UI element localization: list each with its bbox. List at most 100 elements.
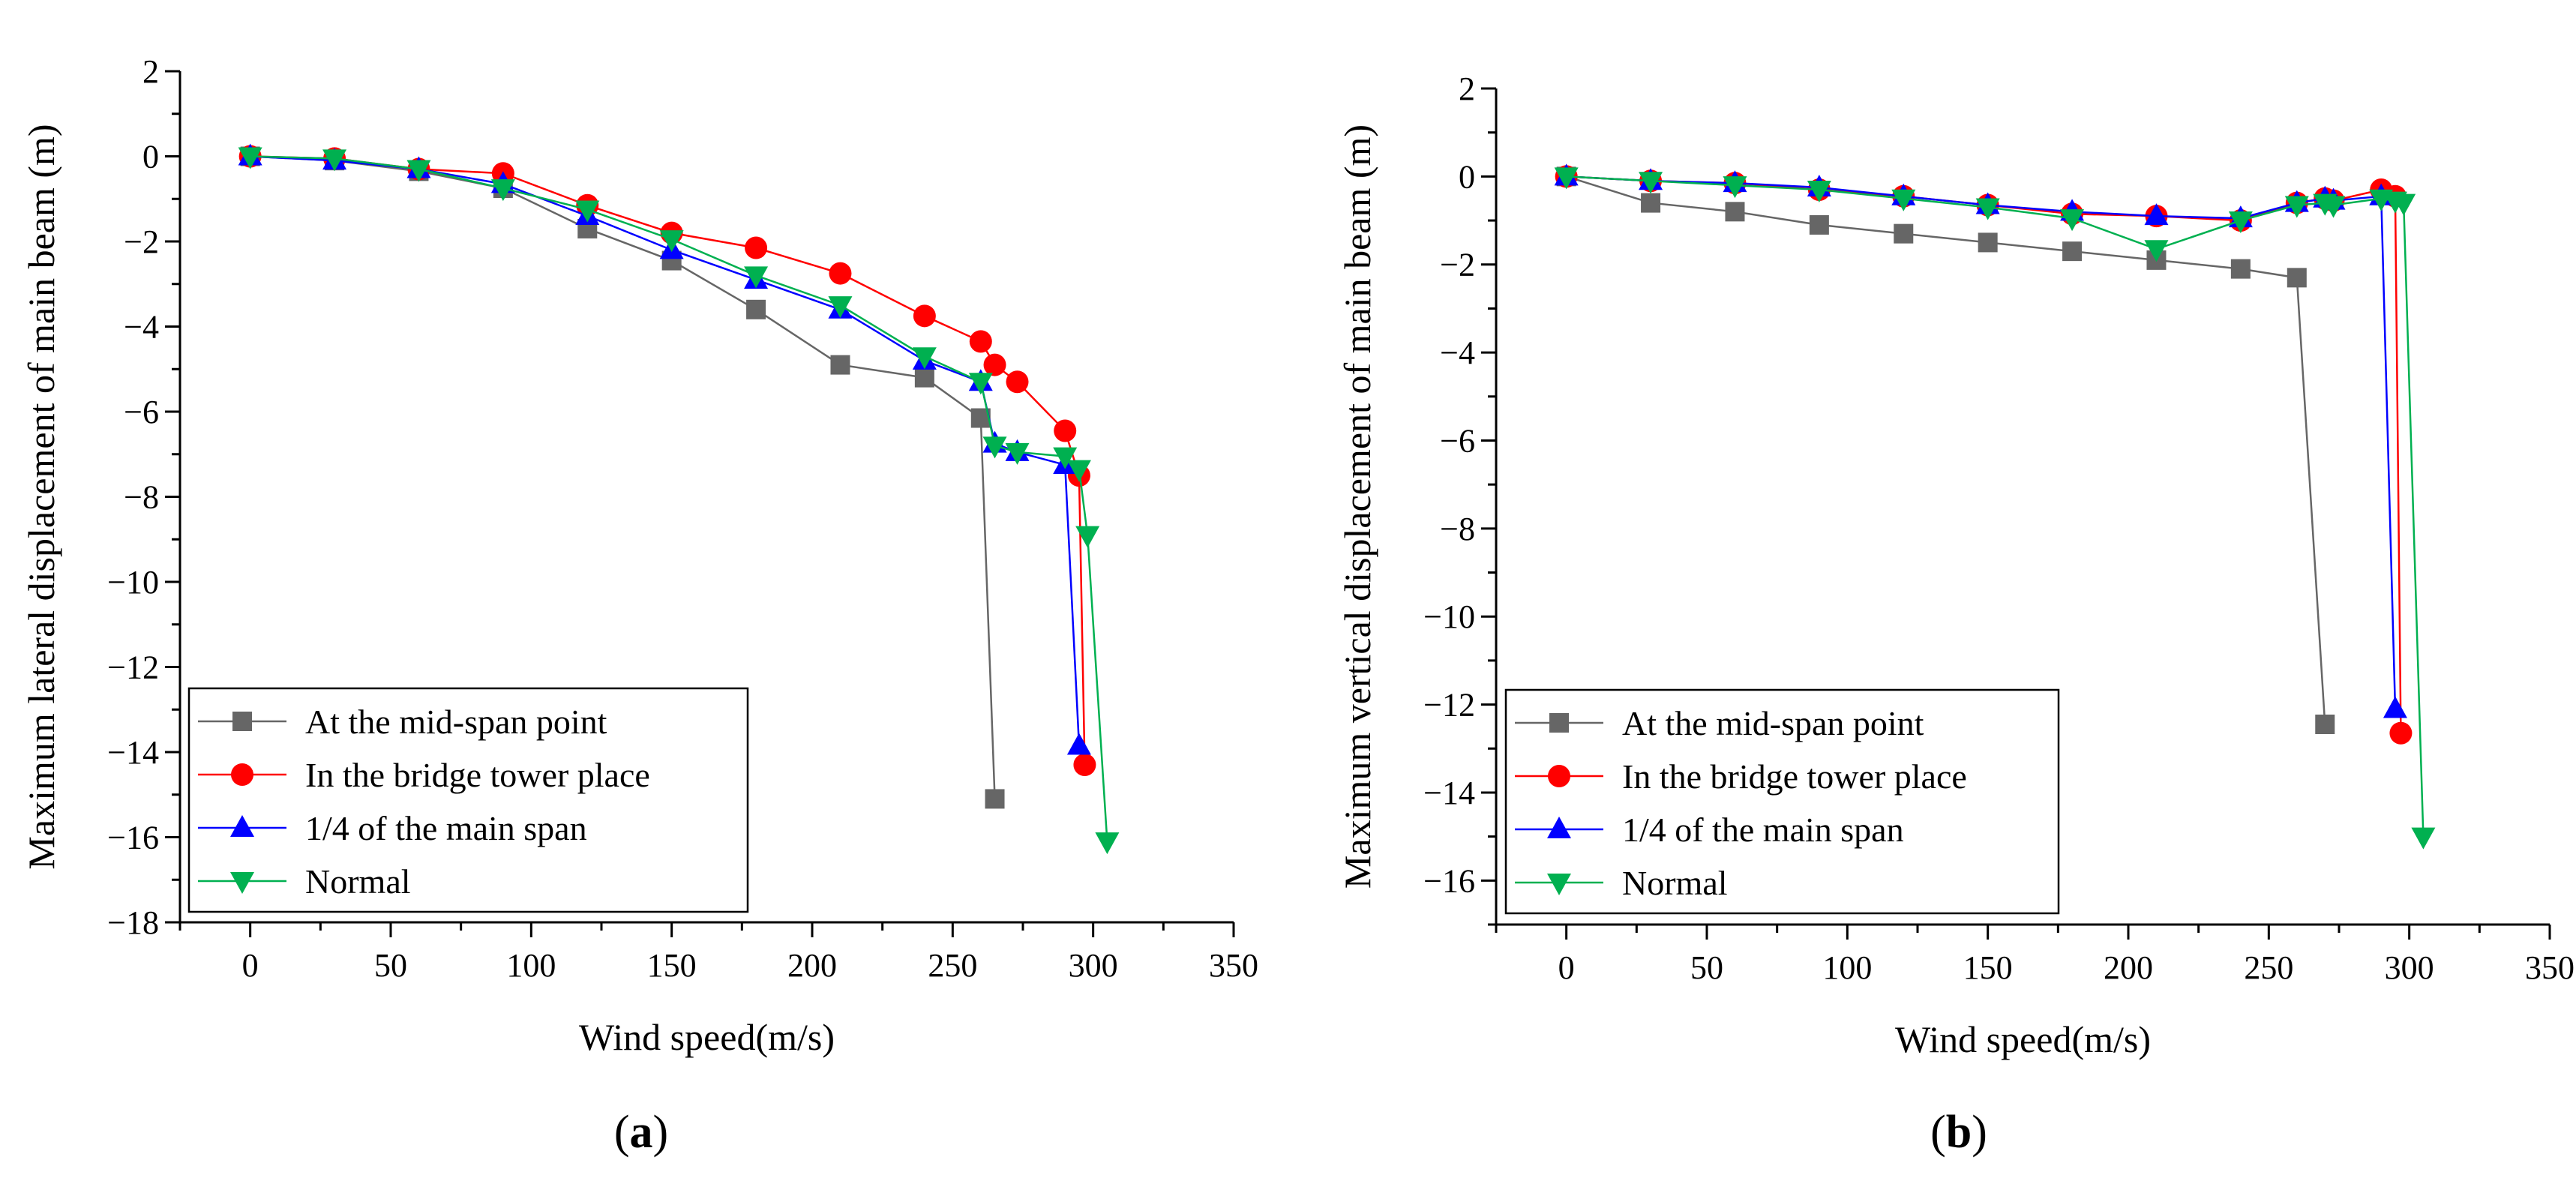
data-point [2389, 721, 2413, 745]
data-point [830, 355, 850, 375]
data-point [1641, 193, 1661, 213]
chart-panel-a: 0 50 100 150 200 250 300 350 −18 −16 −14 −12 −10 −8 −6… [20, 53, 1258, 1058]
data-point [2144, 240, 2169, 262]
x-tick-label: 300 [1069, 947, 1118, 984]
data-point [1066, 733, 1091, 755]
data-point [745, 236, 768, 259]
data-point [2060, 209, 2085, 232]
chart-panel-b: 0 50 100 150 200 250 300 350 −16 −14 −12 −10 −8 −6 −4 −… [1336, 70, 2575, 1060]
data-point [1725, 202, 1745, 222]
data-point [1075, 526, 1100, 548]
y-tick-label: −12 [1423, 687, 1475, 724]
y-tick-label: −4 [124, 309, 159, 346]
x-tick-label: 350 [2525, 949, 2575, 986]
y-tick-label: 0 [1459, 158, 1475, 195]
series-line [1566, 175, 2402, 733]
y-tick-label: −2 [1440, 247, 1475, 283]
legend-box [187, 687, 749, 913]
data-point [1639, 172, 1663, 194]
data-point [2287, 268, 2307, 288]
data-point [985, 789, 1005, 809]
x-tick-label: 150 [647, 947, 697, 984]
data-point [1894, 223, 1914, 244]
data-point [1807, 180, 1831, 202]
data-point [913, 304, 936, 328]
data-point [1005, 442, 1030, 465]
x-tick-label: 250 [928, 947, 977, 984]
data-point [1006, 370, 1029, 394]
data-point [746, 299, 766, 319]
data-point [1054, 419, 1077, 442]
data-point [1066, 460, 1091, 482]
legend-box [1504, 688, 2060, 915]
data-point [1723, 176, 1747, 199]
data-point [744, 266, 769, 289]
data-point [1978, 232, 1998, 253]
legend-label: In the bridge tower place [1622, 757, 1967, 796]
x-tick-label: 350 [1209, 947, 1258, 984]
data-point [969, 330, 992, 353]
series-line [1566, 175, 2397, 709]
legend-marker [230, 872, 254, 894]
y-tick-label: −6 [1440, 422, 1475, 459]
series-3 [1554, 167, 2436, 850]
data-point [1095, 832, 1120, 855]
data-point [828, 296, 853, 319]
data-point [1554, 167, 1579, 190]
data-point [2315, 714, 2335, 734]
legend: At the mid-span point In the bridge tower… [1504, 688, 2060, 915]
legend-label: 1/4 of the main span [1622, 811, 1904, 849]
legend-label: Normal [1622, 864, 1728, 902]
data-point [912, 347, 937, 370]
legend-marker [1549, 713, 1569, 733]
data-point [829, 262, 852, 285]
panel-label-a: (a) [614, 1107, 668, 1158]
x-tick-label: 250 [2244, 949, 2293, 986]
data-point [2411, 827, 2436, 850]
x-axis-title: Wind speed(m/s) [579, 1016, 835, 1058]
x-tick-label: 100 [1822, 949, 1872, 986]
data-point [1053, 447, 1078, 469]
data-point [1073, 754, 1096, 777]
x-tick-label: 300 [2385, 949, 2434, 986]
legend-marker [1547, 874, 1571, 895]
data-point [1809, 214, 1829, 235]
x-tick-label: 0 [242, 947, 259, 984]
legend-marker [1548, 765, 1570, 787]
legend-marker [232, 712, 252, 731]
series-line [250, 155, 1081, 746]
series-0 [1556, 166, 2335, 734]
y-tick-label: −4 [1440, 334, 1475, 371]
data-point [659, 230, 684, 253]
legend-label: In the bridge tower place [305, 756, 650, 794]
data-point [2228, 211, 2253, 234]
y-tick-label: −6 [124, 394, 159, 430]
data-point [238, 147, 262, 169]
y-tick-label: −16 [1423, 862, 1475, 899]
data-point [2383, 696, 2407, 718]
legend-label: At the mid-span point [305, 703, 607, 741]
data-point [2062, 241, 2083, 262]
data-point [2321, 196, 2346, 218]
data-point [2284, 196, 2309, 218]
x-tick-label: 200 [2104, 949, 2153, 986]
data-point [1975, 198, 2000, 220]
data-point [322, 149, 347, 172]
y-tick-label: −10 [107, 564, 159, 601]
data-point [1891, 189, 1916, 211]
panel-label-b: (b) [1930, 1107, 1987, 1158]
x-axis-title: Wind speed(m/s) [1895, 1018, 2151, 1060]
y-tick-label: −8 [1440, 511, 1475, 547]
data-point [490, 179, 515, 202]
y-tick-label: −8 [124, 479, 159, 516]
legend-marker [1547, 817, 1571, 838]
y-tick-label: −2 [124, 223, 159, 260]
y-tick-label: 2 [142, 53, 159, 90]
x-tick-label: 150 [1963, 949, 2013, 986]
legend-marker [230, 815, 254, 837]
legend: At the mid-span point In the bridge tower… [187, 687, 749, 913]
legend-marker [231, 763, 253, 786]
y-tick-label: 0 [142, 139, 159, 175]
y-tick-label: −18 [107, 904, 159, 941]
